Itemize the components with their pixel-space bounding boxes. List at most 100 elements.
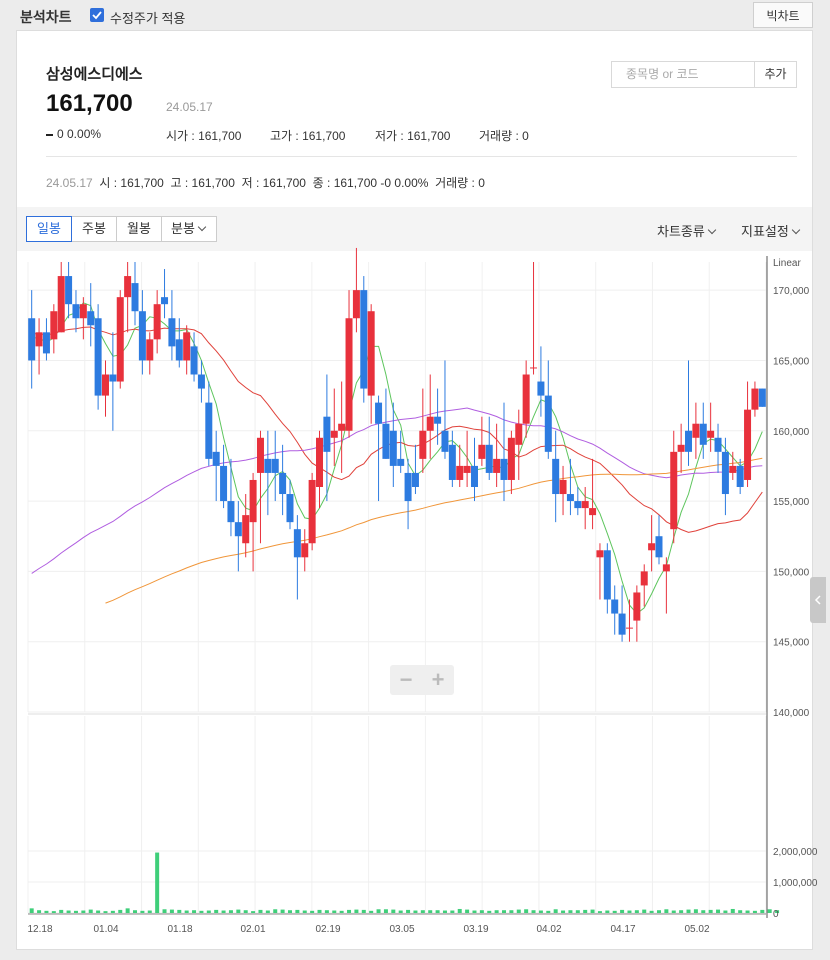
- volume-bar: [538, 910, 543, 913]
- volume-bar: [723, 910, 728, 913]
- x-tick-label: 12.18: [27, 924, 52, 935]
- divider: [46, 156, 797, 157]
- candle-body: [293, 529, 301, 558]
- volume-bar: [627, 910, 632, 913]
- volume-bar: [546, 910, 551, 913]
- volume-bar: [583, 909, 588, 913]
- y-tick-label: 150,000: [773, 567, 810, 578]
- volume-bar: [775, 910, 780, 913]
- volume-bar: [317, 909, 322, 913]
- add-symbol-button[interactable]: 추가: [755, 61, 797, 88]
- volume-bar: [701, 910, 706, 913]
- volume-bar: [620, 909, 625, 913]
- candle-body: [360, 290, 368, 389]
- volume-bar: [450, 910, 455, 913]
- volume-bar: [442, 910, 447, 913]
- volume-bar: [295, 909, 300, 913]
- candle-body: [419, 430, 427, 459]
- volume-bar: [273, 909, 278, 913]
- side-panel-handle[interactable]: [810, 577, 826, 623]
- candle-body: [625, 627, 633, 629]
- candle-body: [633, 592, 641, 621]
- volume-bar: [29, 908, 34, 913]
- volume-bar: [280, 909, 285, 913]
- volume-bar: [767, 909, 772, 913]
- candle-body: [205, 402, 213, 459]
- indicator-settings-dropdown[interactable]: 지표설정: [741, 221, 801, 240]
- candle-body: [581, 501, 589, 509]
- low-price: 저가 : 161,700: [375, 129, 451, 143]
- candle-body: [736, 465, 744, 487]
- volume-bar: [590, 909, 595, 913]
- candle-body: [168, 318, 176, 347]
- tab-daily[interactable]: 일봉: [26, 216, 72, 242]
- candle-body: [685, 430, 693, 452]
- candle-body: [323, 416, 331, 452]
- volume-bar: [81, 910, 86, 913]
- zoom-in-button[interactable]: +: [431, 667, 445, 692]
- candle-body: [507, 437, 515, 480]
- volume-bar: [457, 908, 462, 913]
- symbol-search-input[interactable]: 종목명 or 코드: [611, 61, 755, 88]
- candle-body: [352, 290, 360, 319]
- candle-body: [692, 423, 700, 438]
- candle-body: [744, 409, 752, 480]
- volume-bar: [169, 909, 174, 913]
- volume-bar: [133, 910, 138, 913]
- candle-body: [552, 458, 560, 495]
- adjusted-price-label[interactable]: 수정주가 적용: [110, 11, 186, 26]
- big-chart-button[interactable]: 빅차트: [753, 2, 813, 28]
- candle-body: [677, 444, 685, 452]
- candle-body: [330, 430, 338, 438]
- ohlc-date: 24.05.17: [46, 176, 93, 190]
- chart-type-dropdown[interactable]: 차트종류: [657, 221, 717, 240]
- tab-minute[interactable]: 분봉: [161, 216, 217, 242]
- volume-bar: [140, 910, 145, 913]
- candle-body: [758, 388, 766, 407]
- volume-tick-label: 1,000,000: [773, 878, 818, 889]
- candle-body: [308, 479, 316, 544]
- candle-body: [279, 472, 287, 495]
- candle-body: [249, 479, 257, 523]
- volume-bar: [206, 910, 211, 913]
- candle-body: [286, 494, 294, 523]
- y-tick-label: 170,000: [773, 286, 810, 297]
- candle-body: [515, 423, 523, 445]
- candle-body: [109, 374, 117, 382]
- candle-body: [101, 374, 109, 396]
- candle-body: [153, 304, 161, 340]
- indicator-settings-label: 지표설정: [741, 224, 789, 239]
- candle-body: [271, 458, 279, 473]
- volume-bar: [376, 909, 381, 913]
- volume-bar: [428, 910, 433, 913]
- volume-bar: [494, 910, 499, 913]
- candle-body: [256, 437, 264, 473]
- volume-tick-label: 0: [773, 909, 779, 920]
- volume-bar: [693, 909, 698, 913]
- candle-body: [426, 416, 434, 431]
- volume-bar: [649, 910, 654, 913]
- candle-body: [470, 465, 478, 487]
- volume-bar: [575, 910, 580, 913]
- tab-weekly[interactable]: 주봉: [71, 216, 117, 242]
- volume-bar: [37, 910, 42, 913]
- candle-body: [138, 311, 146, 361]
- ma-line-5: [31, 302, 763, 615]
- candle-body: [596, 550, 604, 558]
- volume-bar: [118, 909, 123, 913]
- volume-bar: [465, 909, 470, 913]
- price-plot-area: [28, 262, 766, 712]
- volume-bar: [162, 909, 167, 913]
- candle-body: [611, 599, 619, 614]
- volume-bar: [310, 910, 315, 913]
- adjusted-price-checkbox[interactable]: [90, 8, 104, 22]
- zoom-out-button[interactable]: −: [399, 667, 413, 692]
- check-icon: [92, 11, 102, 20]
- volume-bar: [479, 910, 484, 913]
- candle-body: [707, 430, 715, 438]
- volume-bar: [147, 910, 152, 913]
- chart-type-label: 차트종류: [657, 224, 705, 239]
- volume-bar: [752, 910, 757, 913]
- ohlc-summary: 24.05.17 시 : 161,700 고 : 161,700 저 : 161…: [46, 174, 485, 191]
